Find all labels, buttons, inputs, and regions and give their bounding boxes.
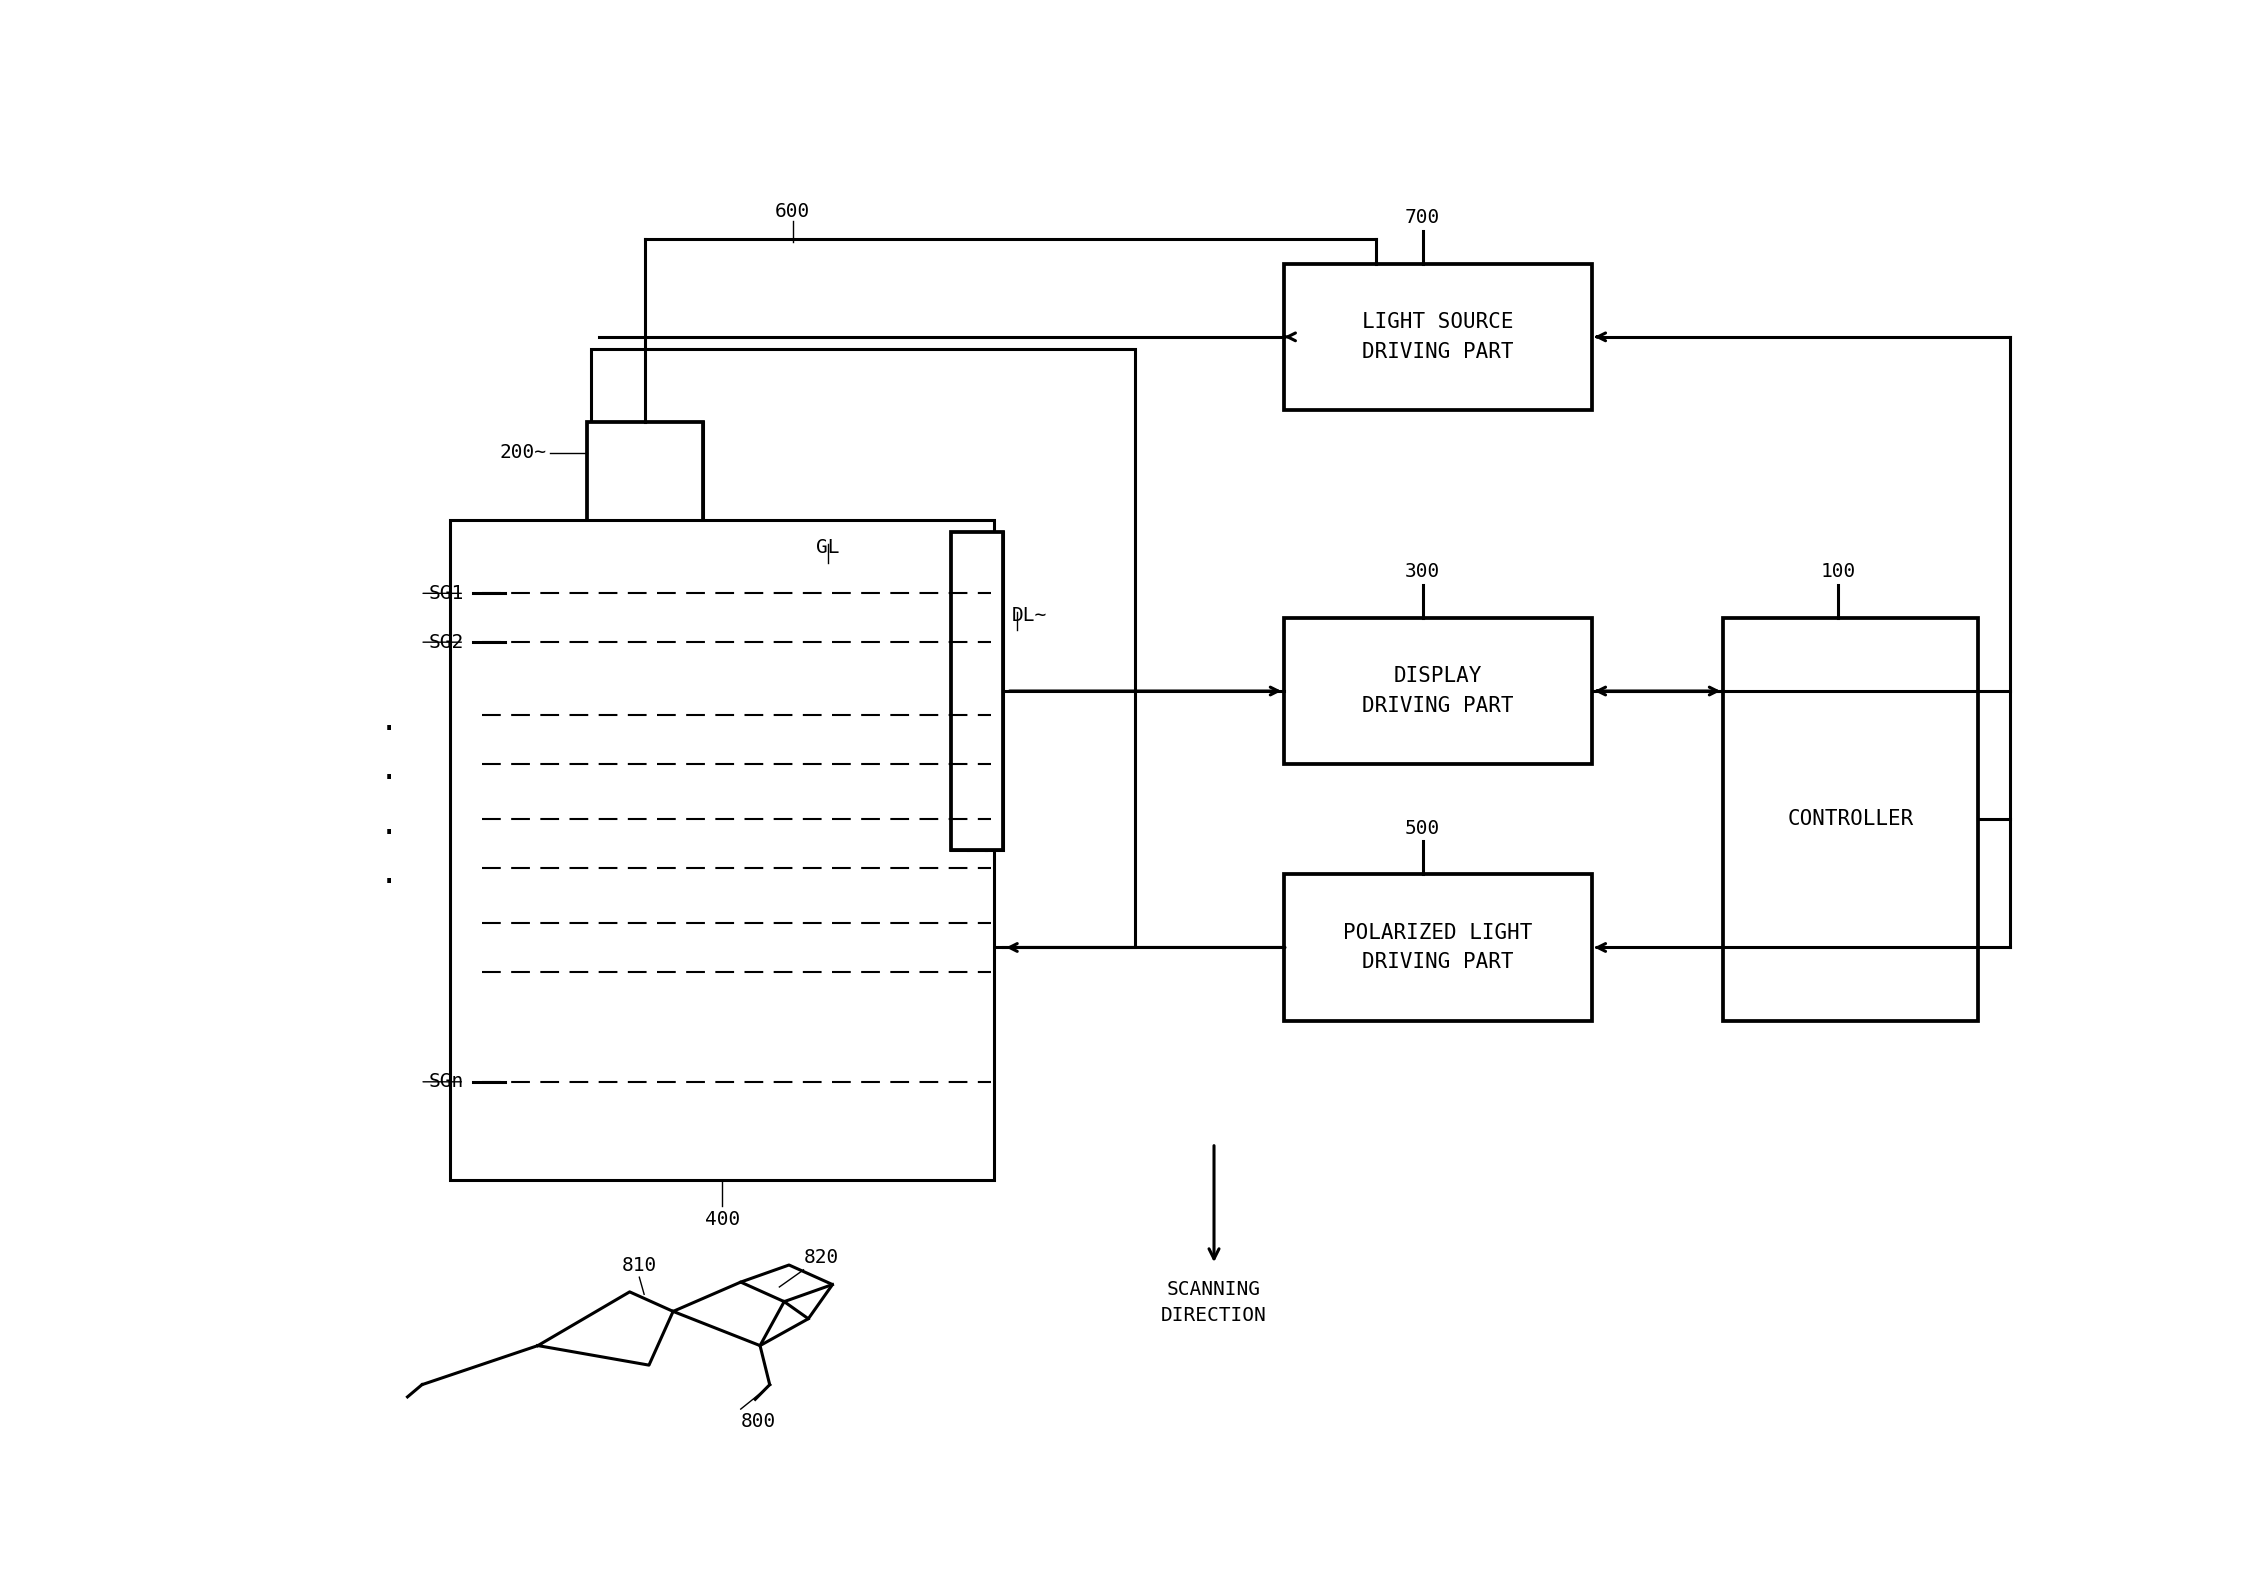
Text: POLARIZED LIGHT
DRIVING PART: POLARIZED LIGHT DRIVING PART	[1344, 923, 1532, 972]
Bar	[591, 349, 1135, 947]
Text: 500: 500	[1405, 818, 1441, 837]
Bar	[1722, 617, 1978, 1021]
Bar	[664, 422, 702, 527]
Text: 600: 600	[775, 201, 811, 220]
Bar	[1285, 617, 1591, 764]
Text: SCANNING
DIRECTION: SCANNING DIRECTION	[1160, 1280, 1267, 1326]
Text: .: .	[378, 810, 399, 841]
Text: DISPLAY
DRIVING PART: DISPLAY DRIVING PART	[1362, 666, 1514, 715]
Text: DL~: DL~	[1013, 606, 1047, 625]
Text: GL: GL	[816, 538, 838, 557]
Text: 300: 300	[1405, 561, 1441, 580]
Text: 700: 700	[1405, 208, 1441, 227]
Bar	[587, 422, 625, 527]
Text: 810: 810	[621, 1256, 657, 1275]
Text: SGn: SGn	[428, 1072, 465, 1091]
Text: .: .	[378, 707, 399, 736]
Text: SG2: SG2	[428, 633, 465, 652]
Text: 100: 100	[1820, 561, 1856, 580]
Text: 800: 800	[741, 1412, 775, 1431]
Text: SG1: SG1	[428, 584, 465, 603]
Text: .: .	[378, 757, 399, 785]
Bar	[952, 533, 968, 850]
Bar	[587, 422, 702, 527]
Bar	[952, 533, 1004, 850]
Bar	[1285, 263, 1591, 411]
Bar	[1285, 874, 1591, 1021]
Bar	[625, 422, 664, 527]
Text: 820: 820	[804, 1248, 838, 1267]
Bar	[986, 533, 1004, 850]
Text: CONTROLLER: CONTROLLER	[1788, 809, 1915, 829]
Text: LIGHT SOURCE
DRIVING PART: LIGHT SOURCE DRIVING PART	[1362, 312, 1514, 362]
Text: 400: 400	[705, 1210, 741, 1229]
Text: 200~: 200~	[501, 444, 546, 463]
Bar	[451, 520, 995, 1180]
Text: .: .	[378, 860, 399, 888]
Bar	[968, 533, 986, 850]
